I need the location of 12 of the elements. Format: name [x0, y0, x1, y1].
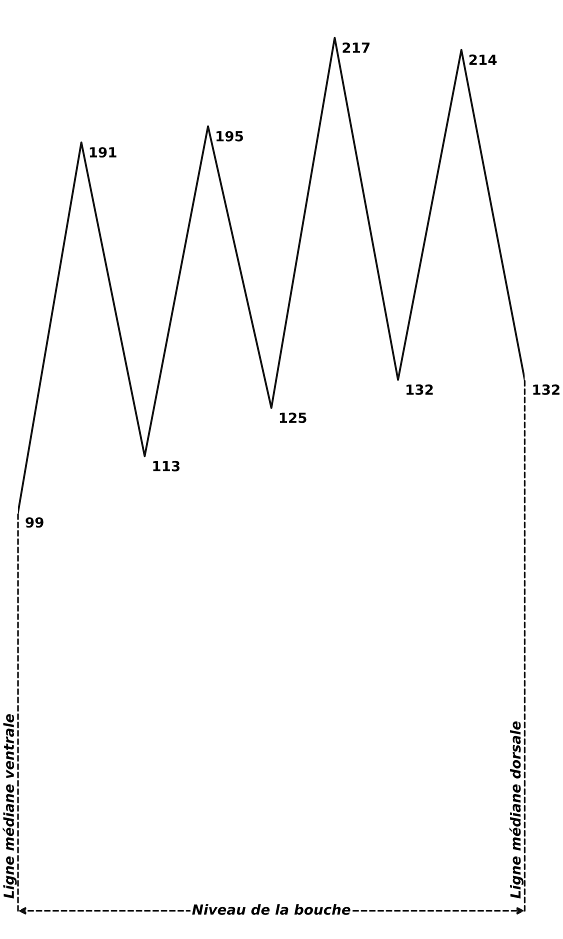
data-label: 191	[90, 147, 116, 158]
text: Ligne médiane ventrale	[2, 714, 17, 898]
data-label: 132	[533, 384, 560, 395]
data-label: 99	[26, 517, 44, 528]
text: Ligne médiane dorsale	[509, 721, 524, 898]
data-label: 195	[216, 130, 243, 142]
data-label: 214	[469, 54, 497, 65]
data-label: 125	[280, 412, 306, 424]
data-label: 113	[153, 460, 180, 472]
data-label: 132	[406, 384, 433, 395]
text: Niveau de la bouche	[192, 904, 350, 915]
data-label: 217	[342, 42, 370, 53]
